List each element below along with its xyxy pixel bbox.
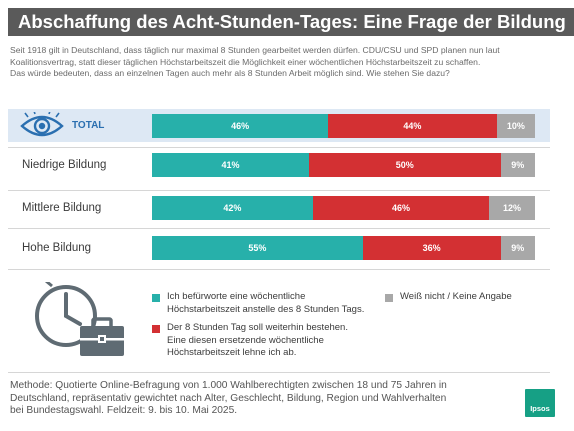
bar-segment: 9% — [500, 153, 535, 177]
bar-segment: 50% — [309, 153, 501, 177]
bar-segment: 9% — [500, 236, 535, 260]
legend-item-dontknow: Weiß nicht / Keine Angabe — [400, 291, 512, 304]
legend-item-support: Ich befürworte eine wöchentliche Höchsta… — [167, 291, 364, 316]
method-line: Deutschland, repräsentativ gewichtet nac… — [10, 392, 447, 404]
method-line: Methode: Quotierte Online-Befragung von … — [10, 380, 447, 391]
bar-segment: 12% — [489, 196, 535, 220]
data-label: 41% — [221, 160, 240, 170]
data-label: 9% — [511, 243, 525, 253]
bar-segment: 46% — [152, 114, 329, 138]
footer-separator — [8, 372, 550, 373]
legend-line: Höchstarbeitszeit lehne ich ab. — [167, 347, 297, 358]
intro-text: Seit 1918 gilt in Deutschland, dass tägl… — [10, 45, 570, 80]
category-label: TOTAL — [72, 120, 105, 131]
stacked-bar: 55% 36% 9% — [152, 236, 535, 260]
bar-segment: 46% — [312, 196, 490, 220]
bar-segment: 36% — [362, 236, 501, 260]
legend-line: Eine diesen ersetzende wöchentliche — [167, 334, 324, 346]
stacked-bar: 41% 50% 9% — [152, 153, 535, 177]
legend-item-oppose: Der 8 Stunden Tag soll weiterhin bestehe… — [167, 322, 348, 360]
bar-segment: 42% — [152, 196, 313, 220]
data-label: 50% — [395, 160, 414, 170]
category-label: Mittlere Bildung — [22, 202, 102, 214]
bar-segment: 10% — [496, 114, 535, 138]
eye-icon — [20, 112, 64, 137]
row-separator — [8, 147, 550, 148]
row-separator — [8, 269, 550, 270]
data-label: 10% — [506, 121, 525, 131]
stacked-bar: 46% 44% 10% — [152, 114, 535, 138]
legend-line: Der 8 Stunden Tag soll weiterhin bestehe… — [167, 322, 348, 333]
legend-swatch-teal — [152, 294, 160, 302]
data-label: 42% — [223, 203, 242, 213]
bar-segment: 55% — [152, 236, 363, 260]
data-label: 46% — [231, 121, 250, 131]
row-separator — [8, 228, 550, 229]
bar-segment: 41% — [152, 153, 310, 177]
legend-line: Höchstarbeitszeit anstelle des 8 Stunden… — [167, 303, 365, 315]
methodology-note: Methode: Quotierte Online-Befragung von … — [10, 380, 530, 418]
data-label: 9% — [511, 160, 525, 170]
ipsos-logo: Ipsos — [525, 389, 555, 417]
stacked-bar: 42% 46% 12% — [152, 196, 535, 220]
legend-swatch-red — [152, 325, 160, 333]
row-separator — [8, 190, 550, 191]
category-label: Hohe Bildung — [22, 242, 92, 254]
bar-segment: 44% — [328, 114, 497, 138]
chart-title: Abschaffung des Acht-Stunden-Tages: Eine… — [8, 8, 574, 36]
data-label: 36% — [422, 243, 441, 253]
intro-line: Seit 1918 gilt in Deutschland, dass tägl… — [10, 45, 500, 55]
data-label: 44% — [403, 121, 422, 131]
data-label: 46% — [391, 203, 410, 213]
method-line: bei Bundestagswahl. Feldzeit: 9. bis 10.… — [10, 405, 238, 417]
legend-swatch-gray — [385, 294, 393, 302]
intro-line: Das würde bedeuten, dass an einzelnen Ta… — [10, 68, 450, 78]
category-label: Niedrige Bildung — [22, 159, 107, 171]
data-label: 12% — [503, 203, 522, 213]
data-label: 55% — [248, 243, 267, 253]
clock-briefcase-icon — [35, 282, 124, 356]
legend-line: Weiß nicht / Keine Angabe — [400, 291, 512, 302]
legend-line: Ich befürworte eine wöchentliche — [167, 291, 306, 302]
intro-line: Koalitionsvertrag, statt dieser tägliche… — [10, 56, 481, 67]
